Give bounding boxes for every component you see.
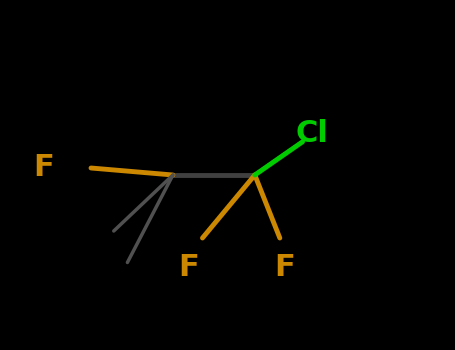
Text: Cl: Cl (295, 119, 328, 147)
Text: F: F (33, 154, 54, 182)
Text: F: F (178, 253, 199, 282)
Text: F: F (274, 253, 295, 282)
